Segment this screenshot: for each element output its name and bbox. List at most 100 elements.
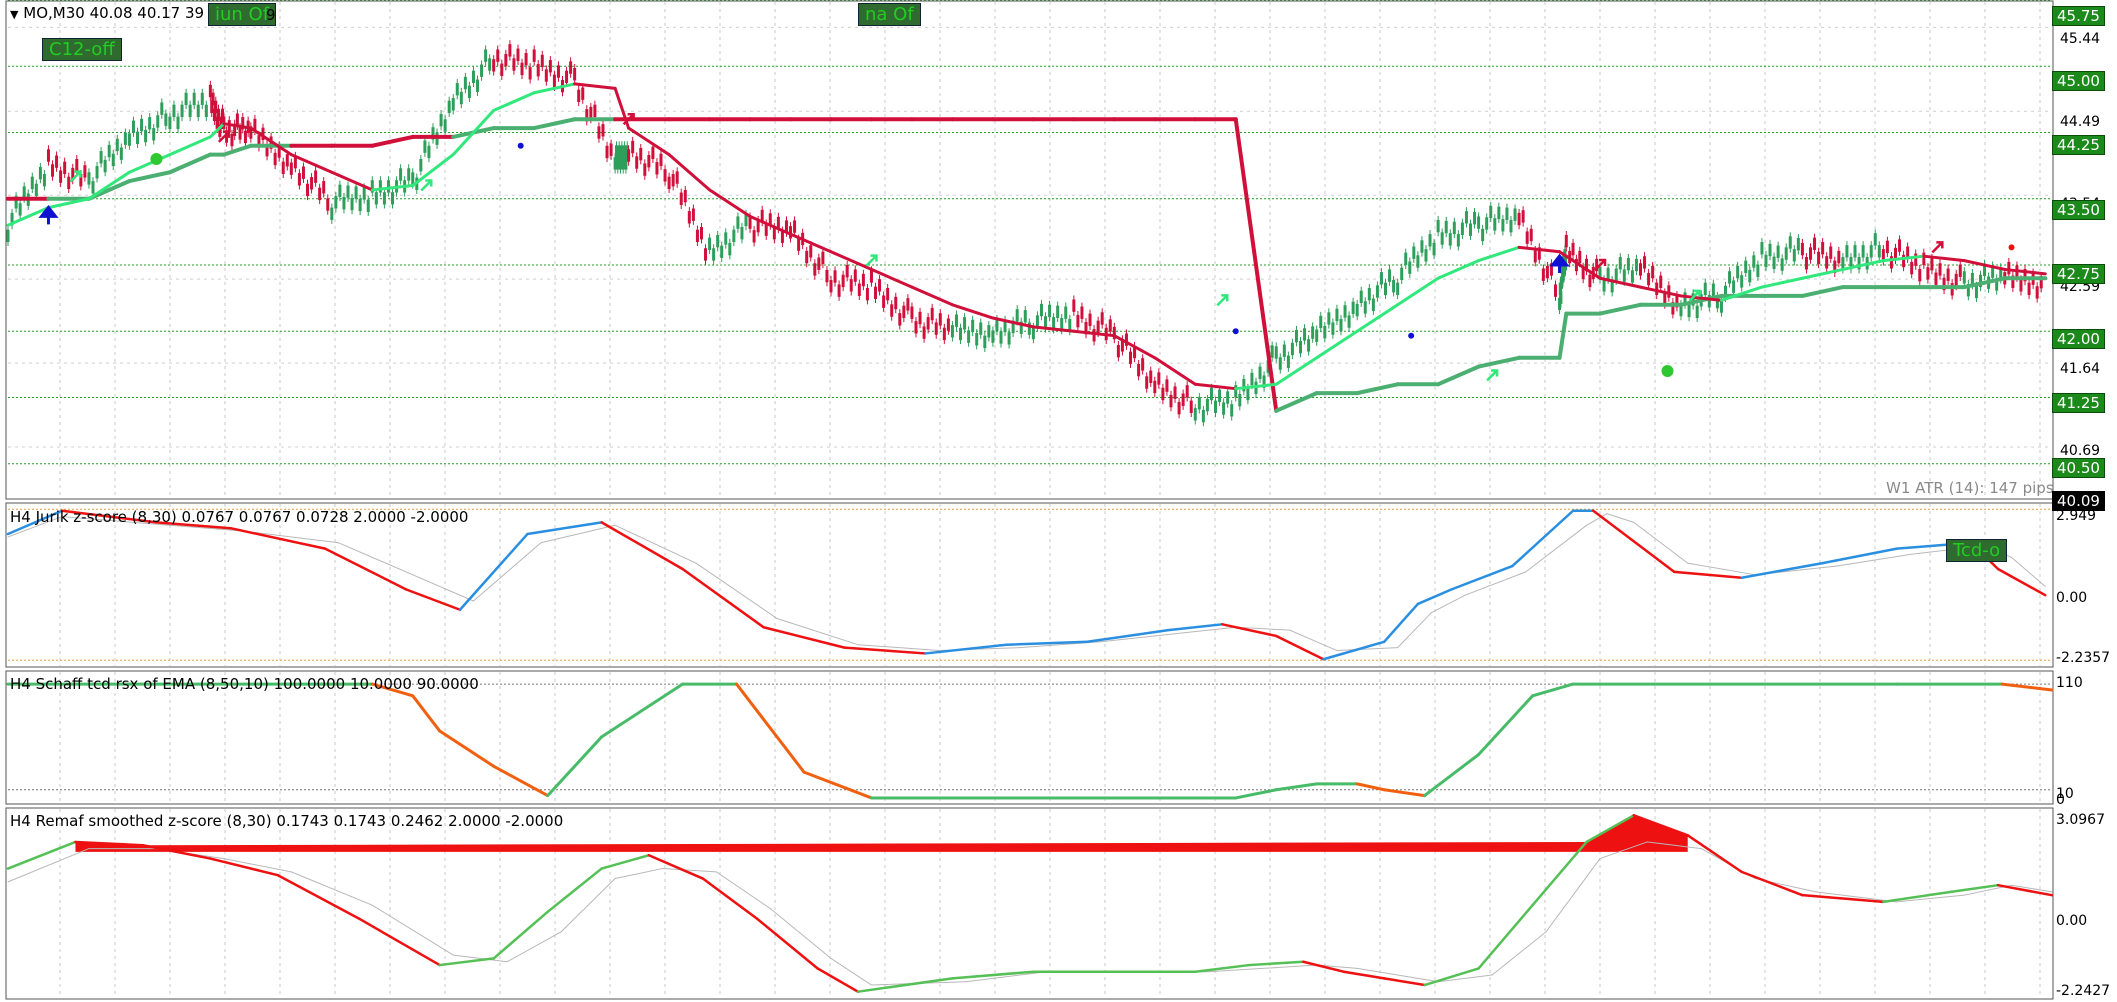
signal-segment (560, 878, 616, 933)
candle (1084, 321, 1088, 335)
remaf-segment (701, 877, 759, 920)
candle (1124, 333, 1128, 346)
candle (946, 318, 950, 331)
candle (467, 85, 471, 99)
candle (1740, 275, 1744, 288)
schaff-segment (411, 694, 442, 733)
signal-segment (965, 971, 1048, 983)
candle (1116, 344, 1120, 358)
candle (1829, 246, 1833, 259)
candle (720, 245, 724, 258)
zscore-segment (1450, 564, 1514, 591)
candle (1796, 238, 1800, 251)
candle (1096, 320, 1100, 334)
trend-segment (1274, 356, 1319, 386)
signal-segment (857, 644, 940, 652)
candle (1999, 267, 2003, 280)
candle (1513, 208, 1517, 221)
candle (71, 167, 75, 181)
schaff-segment (1274, 782, 1319, 792)
tcd-chip[interactable]: Tcd-o (1946, 539, 2008, 562)
candle (597, 126, 601, 139)
zscore-segment (1382, 602, 1420, 644)
candle (230, 133, 234, 147)
candle (1618, 257, 1622, 270)
candle (1595, 258, 1599, 272)
candle (156, 115, 160, 128)
candle (1585, 258, 1589, 272)
signal-segment (1397, 974, 1439, 983)
candle (1048, 304, 1052, 318)
candle (1841, 257, 1845, 270)
candle (621, 157, 625, 170)
candle (776, 216, 780, 230)
zscore-segment (1221, 623, 1278, 638)
candle (616, 157, 620, 170)
candle (1173, 386, 1177, 399)
candle (708, 237, 712, 250)
candle (1347, 315, 1351, 328)
signal-arrow-icon (1594, 258, 1607, 271)
candle (1598, 266, 1602, 280)
candle (1230, 404, 1234, 417)
zscore-segment (1274, 634, 1325, 661)
candle (768, 213, 772, 226)
trend-segment (330, 170, 374, 192)
candle (350, 197, 354, 211)
candle (1214, 400, 1218, 413)
trend-segment (1564, 254, 1602, 280)
trend-segment (573, 82, 617, 90)
signal-segment (1525, 524, 1588, 573)
candle (1440, 232, 1444, 245)
trend-segment (1679, 294, 1723, 302)
trend-segment (1881, 254, 1926, 263)
candle (1226, 391, 1230, 404)
remaf-segment (1247, 960, 1305, 967)
candle (1659, 275, 1663, 288)
marker-dot (1232, 328, 1239, 335)
na-chip[interactable]: na Of (858, 3, 921, 26)
candle (1238, 393, 1242, 407)
candle (1934, 272, 1938, 285)
candle (225, 130, 229, 143)
candle (1715, 295, 1719, 309)
candle (1744, 260, 1748, 273)
candle (1464, 211, 1468, 224)
candle (999, 331, 1003, 344)
candle (1691, 293, 1695, 306)
jun-chip[interactable]: iun Of (208, 3, 277, 26)
signal-segment (1262, 964, 1318, 969)
trend-segment (1072, 329, 1116, 338)
signal-segment (1208, 967, 1264, 973)
candle (1768, 243, 1772, 257)
y-label: 0.00 (2056, 913, 2088, 929)
remaf-segment (1801, 893, 1885, 904)
candle (1011, 320, 1015, 334)
candle (1003, 319, 1007, 333)
candle (334, 196, 338, 209)
candle (552, 74, 556, 88)
candle (712, 248, 716, 261)
menu-arrow-icon[interactable]: ▼ (10, 8, 19, 21)
candle (1962, 271, 1966, 284)
candle (484, 49, 488, 62)
schaff-segment (1477, 694, 1535, 757)
schaff-segment (492, 764, 550, 798)
candle (845, 265, 849, 278)
candle (516, 48, 520, 61)
candle (306, 183, 310, 197)
candle (1133, 345, 1137, 359)
symbol-header-suffix: 9 (266, 6, 276, 24)
candle (950, 325, 954, 338)
candle (635, 156, 639, 169)
candle (1294, 329, 1298, 343)
candle (1922, 252, 1926, 266)
candle (1748, 269, 1752, 283)
candle (1869, 245, 1873, 258)
candle (1893, 247, 1897, 261)
candle (488, 58, 492, 71)
c12-chip[interactable]: C12-off (42, 38, 122, 61)
candle (760, 209, 764, 223)
candle (1145, 376, 1149, 389)
